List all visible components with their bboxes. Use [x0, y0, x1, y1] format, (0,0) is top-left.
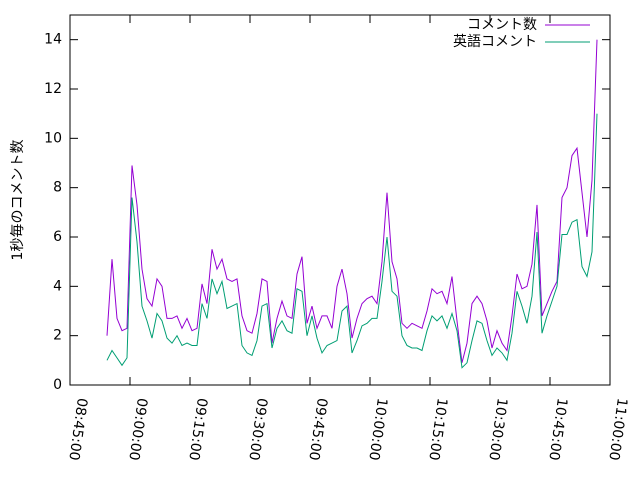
legend-label: 英語コメント: [453, 33, 537, 50]
y-tick-label: 12: [44, 81, 62, 97]
y-tick-label: 6: [53, 229, 62, 245]
legend-label: コメント数: [467, 17, 537, 33]
series-line: [106, 113, 598, 369]
y-tick-label: 8: [53, 180, 62, 196]
y-tick-label: 2: [53, 328, 62, 344]
y-tick-label: 14: [44, 32, 62, 48]
y-tick-label: 4: [53, 278, 62, 294]
y-axis-label: 1秒毎のコメント数: [10, 140, 26, 261]
series-line: [106, 39, 598, 363]
y-tick-label: 10: [44, 130, 62, 146]
y-tick-label: 0: [53, 377, 62, 393]
plot-border: [69, 14, 611, 386]
